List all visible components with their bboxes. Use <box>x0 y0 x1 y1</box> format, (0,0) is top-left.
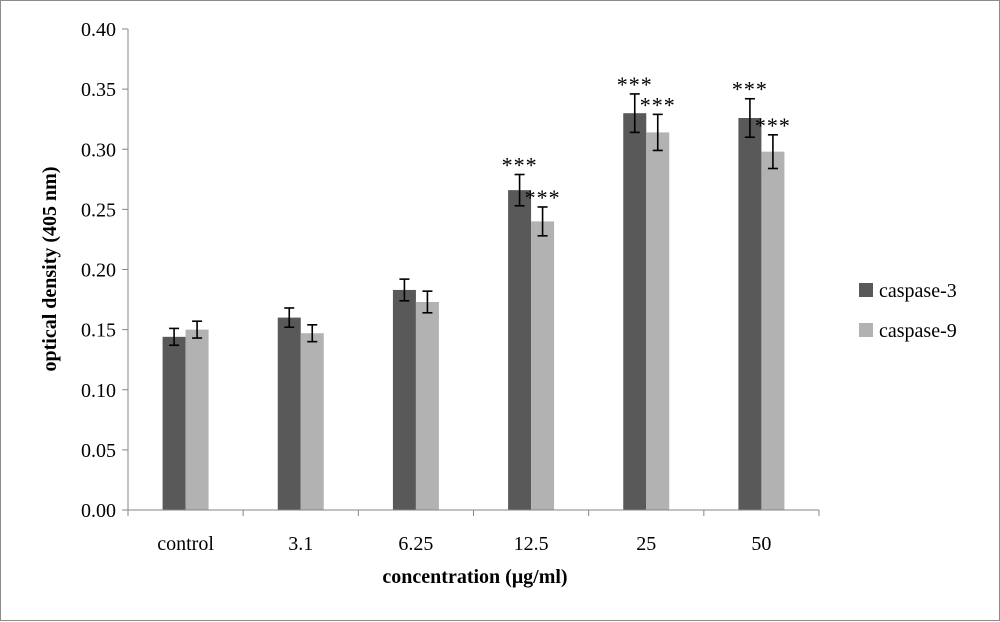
bar-caspase-9 <box>531 221 555 510</box>
significance-label: *** <box>640 92 676 117</box>
bar-caspase-3 <box>392 289 416 510</box>
significance-label: *** <box>502 153 538 178</box>
x-tick-label: 50 <box>751 533 771 555</box>
y-tick-label: 0.35 <box>81 79 116 101</box>
bar-caspase-3 <box>277 317 301 510</box>
x-axis-title: concentration (μg/ml) <box>382 566 567 588</box>
bar-caspase-3 <box>508 190 532 510</box>
y-tick-label: 0.30 <box>81 139 116 161</box>
y-tick-label: 0.10 <box>81 380 116 402</box>
x-axis: control 3.1 6.25 12.5 25 50 <box>127 509 820 555</box>
y-tick-label: 0.20 <box>81 260 116 282</box>
x-tick-label: control <box>157 533 214 555</box>
significance-label: *** <box>732 77 768 102</box>
bar-caspase-3 <box>623 113 647 511</box>
bar-caspase-3 <box>738 117 762 511</box>
y-axis-title: optical density (405 nm) <box>39 167 61 372</box>
significance-label: *** <box>755 113 791 138</box>
y-tick-label: 0.15 <box>81 320 116 342</box>
legend-label: caspase-9 <box>879 320 957 342</box>
bars: ****** ************ <box>162 72 791 511</box>
y-tick-label: 0.25 <box>81 199 116 221</box>
legend-label: caspase-3 <box>879 280 957 302</box>
y-tick-label: 0.00 <box>81 500 116 522</box>
y-axis: 0.00 0.05 0.10 0.15 0.20 0.25 0.30 0.35 0.40 <box>81 19 129 522</box>
bar-caspase-9 <box>185 329 209 510</box>
legend-swatch-caspase-9 <box>859 323 873 337</box>
significance-label: *** <box>525 185 561 210</box>
x-tick-label: 25 <box>636 533 656 555</box>
x-tick-label: 12.5 <box>514 533 549 555</box>
bar-caspase-9 <box>761 151 785 510</box>
y-tick-label: 0.40 <box>81 19 116 41</box>
bar-caspase-9 <box>300 333 324 510</box>
bar-caspase-3 <box>162 336 186 510</box>
legend: caspase-3 caspase-9 <box>859 280 957 342</box>
significance-label: *** <box>617 72 653 97</box>
x-tick-label: 3.1 <box>288 533 313 555</box>
bar-caspase-9 <box>646 132 670 511</box>
y-tick-label: 0.05 <box>81 440 116 462</box>
x-tick-label: 6.25 <box>398 533 433 555</box>
legend-swatch-caspase-3 <box>859 283 873 297</box>
bar-caspase-9 <box>415 301 439 510</box>
